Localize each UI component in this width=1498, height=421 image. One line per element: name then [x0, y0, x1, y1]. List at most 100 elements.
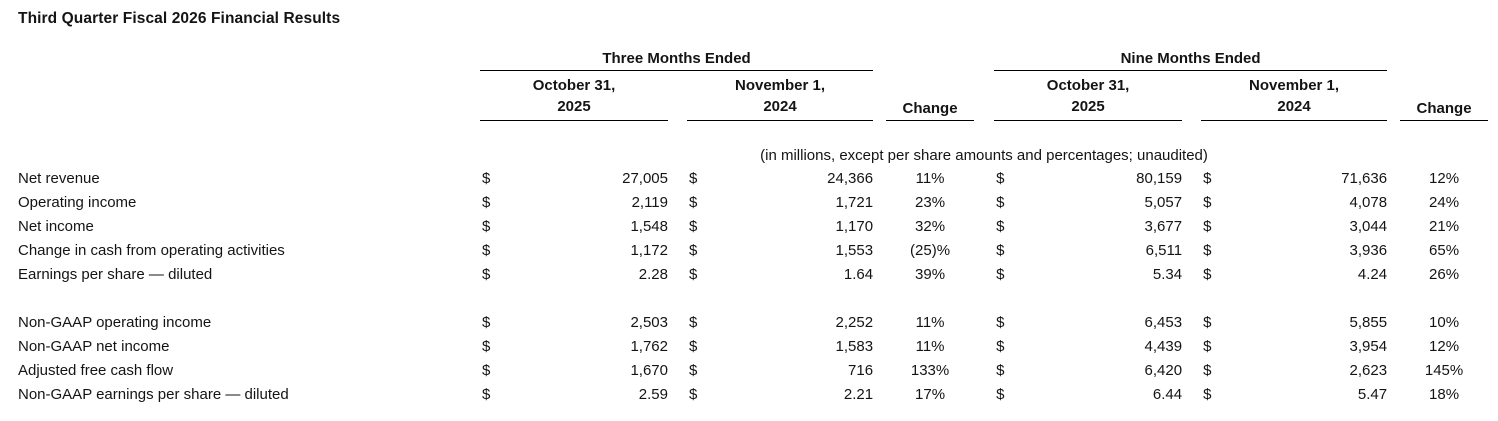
value-nine-months-2024: 4.24: [1357, 265, 1388, 283]
section-spacer-row: [0, 287, 1488, 311]
dollar-sign: $: [1203, 169, 1212, 187]
value-nine-months-2024: 4,078: [1349, 193, 1388, 211]
dollar-sign: $: [689, 217, 698, 235]
value-nine-months-2025: 6,453: [1144, 313, 1183, 331]
row-label: Non-GAAP net income: [18, 337, 170, 355]
dollar-sign: $: [996, 193, 1005, 211]
spacer-cell: [1387, 263, 1400, 287]
spacer-cell: [974, 71, 994, 121]
dollar-sign: $: [689, 241, 698, 259]
dollar-sign: $: [1203, 241, 1212, 259]
spacer-cell: [1182, 359, 1201, 383]
spacer-cell: [668, 335, 687, 359]
spacer-cell: [974, 239, 994, 263]
value-three-months-2025: 1,762: [630, 337, 668, 355]
value-three-months-change: 11%: [915, 169, 945, 187]
period-date-line: November 1,: [735, 77, 826, 94]
value-nine-months-change: 24%: [1429, 193, 1460, 211]
dollar-sign: $: [482, 337, 491, 355]
value-three-months-2024: 1,170: [835, 217, 874, 235]
col-header-nine-months-change: Change: [1400, 70, 1489, 121]
dollar-sign: $: [1203, 385, 1212, 403]
row-label: Non-GAAP operating income: [18, 313, 212, 331]
spacer-cell: [873, 359, 886, 383]
dollar-sign: $: [1203, 313, 1212, 331]
table-body: Net revenue $ 27,005 $ 24,366 11% $ 80,1…: [0, 167, 1488, 407]
spacer-cell: [974, 51, 994, 71]
table-row: Non-GAAP operating income $ 2,503 $ 2,25…: [0, 311, 1488, 335]
spacer-cell: [668, 239, 687, 263]
value-three-months-2024: 1,583: [835, 337, 874, 355]
value-three-months-2024: 1,721: [835, 193, 874, 211]
spacer-cell: [1182, 263, 1201, 287]
dollar-sign: $: [689, 169, 698, 187]
value-three-months-2025: 2.28: [638, 265, 668, 283]
financial-results-section: Third Quarter Fiscal 2026 Financial Resu…: [0, 11, 1498, 407]
spacer-cell: [873, 167, 886, 191]
spacer-cell: [1387, 383, 1400, 407]
value-three-months-2024: 24,366: [827, 169, 874, 187]
col-header-three-months-2025: October 31, 2025: [480, 70, 668, 121]
group-header-row: Three Months Ended Nine Months Ended: [0, 51, 1488, 71]
spacer-cell: [1182, 191, 1201, 215]
spacer-cell: [974, 263, 994, 287]
nine-months-ended-header: Nine Months Ended: [994, 51, 1388, 71]
value-nine-months-2025: 80,159: [1136, 169, 1183, 187]
value-nine-months-2024: 2,623: [1349, 361, 1388, 379]
spacer-cell: [873, 191, 886, 215]
dollar-sign: $: [996, 241, 1005, 259]
table-row: Net revenue $ 27,005 $ 24,366 11% $ 80,1…: [0, 167, 1488, 191]
dollar-sign: $: [482, 217, 491, 235]
value-three-months-2024: 1,553: [835, 241, 874, 259]
value-nine-months-2024: 3,936: [1349, 241, 1388, 259]
spacer-cell: [1182, 239, 1201, 263]
dollar-sign: $: [482, 169, 491, 187]
value-three-months-2024: 1.64: [843, 265, 874, 283]
row-label: Adjusted free cash flow: [18, 361, 174, 379]
spacer-cell: [873, 335, 886, 359]
dollar-sign: $: [482, 361, 491, 379]
value-three-months-2024: 2.21: [843, 385, 874, 403]
spacer-cell: [873, 239, 886, 263]
spacer-cell: [873, 215, 886, 239]
spacer-cell: [668, 311, 687, 335]
spacer-cell: [873, 263, 886, 287]
value-nine-months-2024: 3,954: [1349, 337, 1388, 355]
spacer-cell: [668, 383, 687, 407]
spacer-cell: [974, 191, 994, 215]
dollar-sign: $: [1203, 361, 1212, 379]
spacer-cell: [1182, 383, 1201, 407]
spacer-cell: [668, 263, 687, 287]
page-title: Third Quarter Fiscal 2026 Financial Resu…: [18, 10, 341, 27]
dollar-sign: $: [1203, 265, 1212, 283]
financial-results-table: Three Months Ended Nine Months Ended Oct…: [0, 51, 1489, 407]
value-three-months-2025: 2,503: [630, 313, 668, 331]
spacer-cell: [1400, 51, 1488, 71]
dollar-sign: $: [482, 385, 491, 403]
value-nine-months-2025: 5,057: [1144, 193, 1183, 211]
dollar-sign: $: [996, 265, 1005, 283]
spacer-cell: [974, 335, 994, 359]
spacer-cell: [1387, 215, 1400, 239]
value-nine-months-2025: 6.44: [1152, 385, 1183, 403]
dollar-sign: $: [482, 313, 491, 331]
period-date-line: November 1,: [1249, 77, 1340, 94]
value-nine-months-2024: 71,636: [1341, 169, 1388, 187]
spacer-cell: [1387, 71, 1400, 121]
value-nine-months-change: 145%: [1424, 361, 1464, 379]
spacer-cell: [974, 215, 994, 239]
value-three-months-2025: 1,172: [630, 241, 668, 259]
value-three-months-2025: 2,119: [631, 193, 668, 211]
table-row: Net income $ 1,548 $ 1,170 32% $ 3,677 $…: [0, 215, 1488, 239]
value-nine-months-change: 10%: [1429, 313, 1460, 331]
spacer-cell: [1182, 71, 1201, 121]
value-nine-months-2024: 5,855: [1349, 313, 1388, 331]
spacer-cell: [1387, 359, 1400, 383]
row-label: Change in cash from operating activities: [18, 241, 285, 259]
spacer-cell: [873, 383, 886, 407]
period-year-line: 2024: [763, 98, 797, 115]
dollar-sign: $: [996, 169, 1005, 187]
dollar-sign: $: [1203, 193, 1212, 211]
dollar-sign: $: [1203, 337, 1212, 355]
value-three-months-2024: 716: [848, 361, 874, 379]
